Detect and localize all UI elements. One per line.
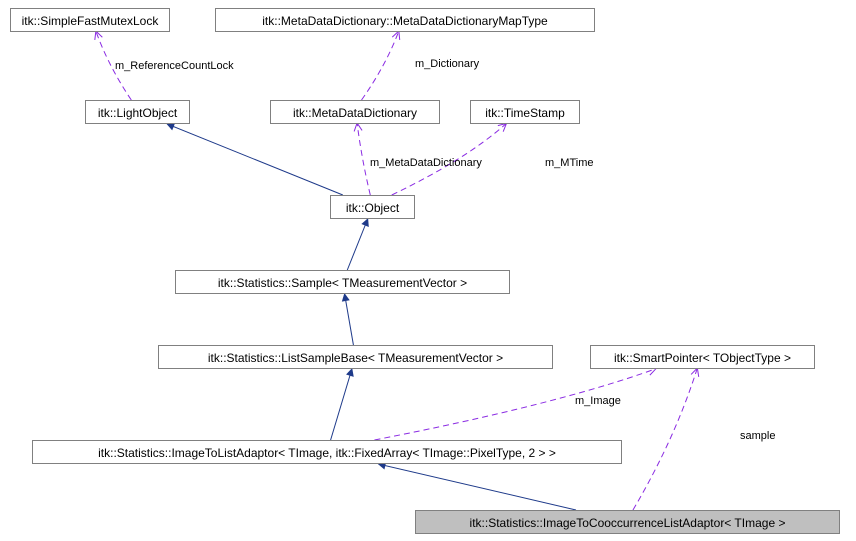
node-label: itk::Statistics::ImageToListAdaptor< TIm… — [98, 446, 556, 460]
node-label: itk::Statistics::ImageToCooccurrenceList… — [470, 516, 786, 530]
edge-label: sample — [740, 430, 775, 442]
edge-imageToList-listSampleBase — [331, 369, 352, 440]
node-label: itk::MetaDataDictionary::MetaDataDiction… — [262, 14, 547, 28]
node-sample[interactable]: itk::Statistics::Sample< TMeasurementVec… — [175, 270, 510, 294]
edge-label: m_MetaDataDictionary — [370, 157, 482, 169]
node-smartPointer[interactable]: itk::SmartPointer< TObjectType > — [590, 345, 815, 369]
edge-object-lightObject — [167, 124, 343, 195]
node-simpleFastMutex[interactable]: itk::SimpleFastMutexLock — [10, 8, 170, 32]
node-timeStamp[interactable]: itk::TimeStamp — [470, 100, 580, 124]
node-label: itk::MetaDataDictionary — [293, 106, 417, 120]
edge-label: m_Image — [575, 395, 621, 407]
node-label: itk::LightObject — [98, 106, 177, 120]
node-label: itk::Statistics::Sample< TMeasurementVec… — [218, 276, 467, 290]
node-imageToCoocc[interactable]: itk::Statistics::ImageToCooccurrenceList… — [415, 510, 840, 534]
node-listSampleBase[interactable]: itk::Statistics::ListSampleBase< TMeasur… — [158, 345, 553, 369]
edge-listSampleBase-sample — [345, 294, 354, 345]
edge-sample-object — [347, 219, 367, 270]
node-label: itk::Object — [346, 201, 399, 215]
edge-object-metaDict — [357, 124, 370, 195]
edge-label: m_Dictionary — [415, 58, 479, 70]
edge-imageToCoocc-smartPointer — [633, 369, 697, 510]
node-imageToList[interactable]: itk::Statistics::ImageToListAdaptor< TIm… — [32, 440, 622, 464]
node-label: itk::Statistics::ListSampleBase< TMeasur… — [208, 351, 503, 365]
class-diagram: itk::SimpleFastMutexLockitk::MetaDataDic… — [0, 0, 856, 541]
node-metaMapType[interactable]: itk::MetaDataDictionary::MetaDataDiction… — [215, 8, 595, 32]
node-label: itk::TimeStamp — [485, 106, 565, 120]
node-metaDict[interactable]: itk::MetaDataDictionary — [270, 100, 440, 124]
node-label: itk::SimpleFastMutexLock — [22, 14, 159, 28]
edge-metaDict-metaMapType — [362, 32, 399, 100]
edge-imageToCoocc-imageToList — [379, 464, 576, 510]
node-label: itk::SmartPointer< TObjectType > — [614, 351, 791, 365]
node-lightObject[interactable]: itk::LightObject — [85, 100, 190, 124]
node-object[interactable]: itk::Object — [330, 195, 415, 219]
edge-label: m_ReferenceCountLock — [115, 60, 234, 72]
edge-label: m_MTime — [545, 157, 593, 169]
